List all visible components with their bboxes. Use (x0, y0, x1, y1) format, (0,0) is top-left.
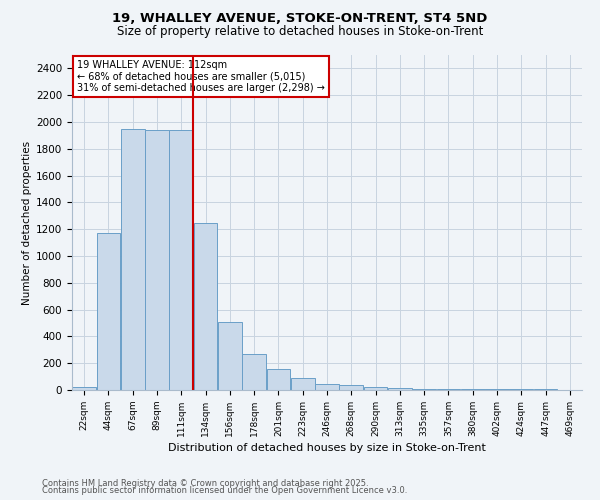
Text: 19 WHALLEY AVENUE: 112sqm
← 68% of detached houses are smaller (5,015)
31% of se: 19 WHALLEY AVENUE: 112sqm ← 68% of detac… (77, 60, 325, 93)
Bar (145, 130, 169, 390)
Text: Contains HM Land Registry data © Crown copyright and database right 2025.: Contains HM Land Registry data © Crown c… (42, 478, 368, 488)
Bar (194, 222, 217, 390)
Bar (72, 387, 96, 390)
Bar (121, 128, 145, 390)
Bar (169, 130, 193, 390)
Bar (266, 369, 290, 390)
Bar (461, 389, 485, 390)
Bar (437, 389, 460, 390)
Bar (242, 354, 266, 390)
Y-axis label: Number of detached properties: Number of detached properties (22, 140, 32, 304)
Bar (412, 388, 436, 390)
Bar (364, 388, 388, 390)
Bar (315, 384, 339, 390)
Text: Size of property relative to detached houses in Stoke-on-Trent: Size of property relative to detached ho… (117, 25, 483, 38)
Bar (388, 388, 412, 390)
Bar (218, 322, 242, 390)
X-axis label: Distribution of detached houses by size in Stoke-on-Trent: Distribution of detached houses by size … (168, 443, 486, 453)
Text: 19, WHALLEY AVENUE, STOKE-ON-TRENT, ST4 5ND: 19, WHALLEY AVENUE, STOKE-ON-TRENT, ST4 … (112, 12, 488, 26)
Text: Contains public sector information licensed under the Open Government Licence v3: Contains public sector information licen… (42, 486, 407, 495)
Bar (340, 386, 363, 390)
Bar (291, 378, 314, 390)
Bar (97, 232, 121, 390)
